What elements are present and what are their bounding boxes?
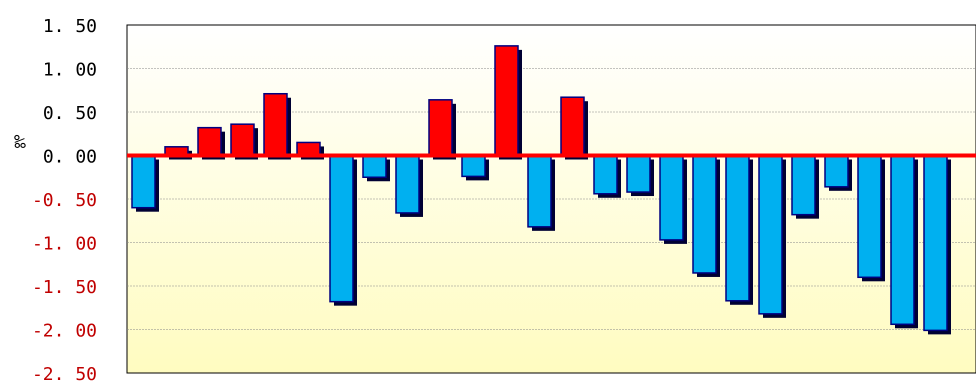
y-tick-label: -1. 00 [32, 234, 97, 255]
bar-negative [626, 154, 651, 193]
bar-negative [593, 154, 618, 195]
bar-negative [362, 154, 387, 178]
bar-negative [890, 154, 915, 326]
bar-negative [857, 154, 882, 279]
bar-negative [461, 154, 486, 178]
y-axis-ticks: 1. 50 1. 00 0. 50 0. 00 -0. 50 -1. 00 -1. 50 -2… [32, 16, 97, 385]
bar-positive [494, 45, 519, 157]
y-tick-label: 0. 50 [43, 103, 97, 124]
bar-negative [692, 154, 717, 274]
bars [131, 45, 951, 335]
bar-negative [329, 154, 354, 303]
bar-positive [263, 92, 288, 157]
bar-positive [230, 123, 255, 157]
y-tick-label: -2. 00 [32, 321, 97, 342]
y-axis-label: ‰ [14, 131, 26, 153]
bar-negative [758, 154, 783, 315]
y-tick-label: 0. 00 [43, 147, 97, 168]
y-tick-label: 1. 50 [43, 16, 97, 37]
bar-positive [197, 126, 222, 157]
bar-negative [527, 154, 552, 228]
bar-negative [824, 154, 849, 188]
bar-negative [725, 154, 750, 302]
bar-negative [923, 154, 948, 332]
bar-negative [791, 154, 816, 216]
y-tick-label: -2. 50 [32, 364, 97, 383]
y-tick-label: -0. 50 [32, 190, 97, 211]
y-tick-label: -1. 50 [32, 277, 97, 298]
bar-negative [659, 154, 684, 241]
bar-positive [560, 96, 585, 157]
bar-positive [428, 99, 453, 157]
y-tick-label: 1. 00 [43, 60, 97, 81]
bar-negative [395, 154, 420, 214]
bar-negative [131, 154, 156, 209]
